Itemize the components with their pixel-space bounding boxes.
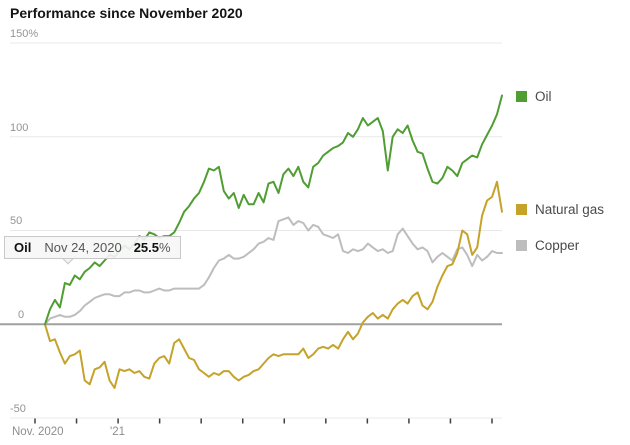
legend-item-oil: Oil — [516, 88, 552, 104]
legend-swatch-oil — [516, 90, 527, 102]
series-line-natural-gas[interactable] — [44, 180, 503, 389]
tooltip-series-name: Oil — [14, 240, 32, 255]
series-line-oil[interactable] — [44, 94, 503, 326]
legend-label-copper: Copper — [535, 237, 580, 253]
chart-title: Performance since November 2020 — [10, 5, 243, 21]
x-axis-label-21: '21 — [110, 426, 125, 438]
y-tick-label-0: 0 — [18, 309, 25, 321]
legend-label-natural-gas: Natural gas — [535, 201, 605, 217]
y-tick-label-150: 150% — [10, 28, 39, 40]
legend-label-oil: Oil — [535, 88, 552, 104]
x-axis-label-nov-2020: Nov. 2020 — [12, 426, 64, 438]
legend-item-copper: Copper — [516, 237, 580, 253]
hover-tooltip: Oil Nov 24, 2020 25.5% — [4, 236, 181, 259]
tooltip-value: 25.5% — [133, 240, 171, 255]
series-line-copper[interactable] — [44, 216, 503, 326]
y-tick-label-50: 50 — [10, 215, 23, 227]
y-tick-label-neg50: -50 — [10, 403, 26, 415]
tooltip-date: Nov 24, 2020 — [44, 240, 122, 255]
legend-swatch-natural-gas — [516, 203, 527, 215]
legend-item-natural-gas: Natural gas — [516, 201, 605, 217]
y-tick-label-100: 100 — [10, 122, 29, 134]
legend-swatch-copper — [516, 239, 527, 251]
